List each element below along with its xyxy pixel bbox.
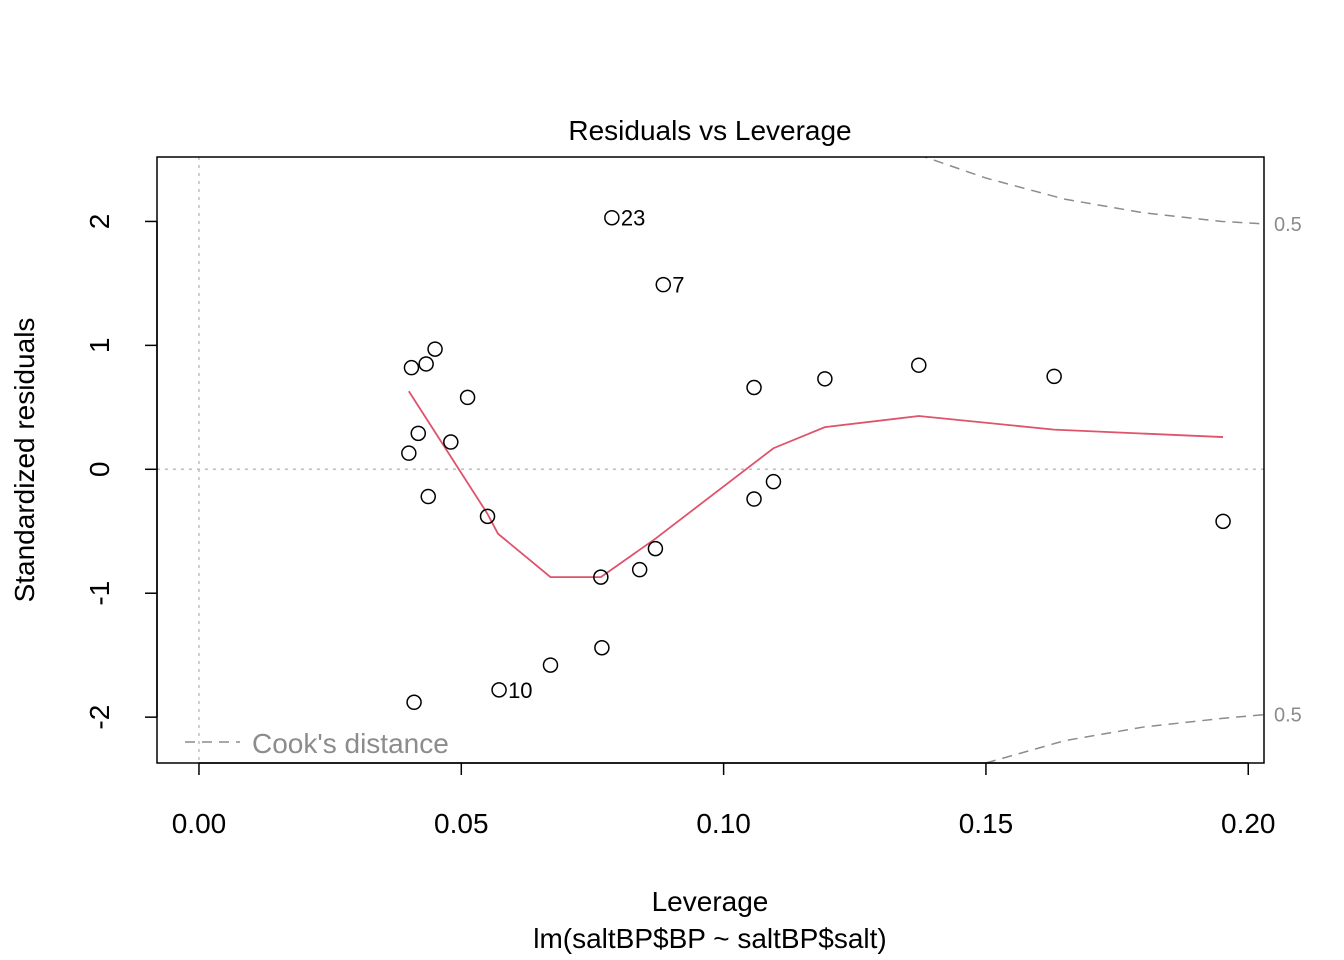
data-point-20 [746,491,762,507]
data-point-19 [746,379,762,396]
data-point-11 [491,682,507,698]
data-point-8 [443,434,459,450]
data-point-14 [594,639,610,656]
smooth-line [408,390,1224,579]
cooks-level-label-upper: 0.5 [1274,214,1302,236]
plot-content [157,157,1264,763]
plot-area: 10 23 7 0.5 0.5 [157,157,1302,763]
cooks-level-label-lower: 0.5 [1274,705,1302,727]
data-point-2 [403,359,420,376]
data-point-12 [542,657,559,673]
point-label-23: 23 [621,206,645,231]
data-point-25 [1215,513,1231,530]
y-axis: -2 -1 0 1 2 [84,214,158,730]
data-point-16 [631,561,648,578]
data-point-7 [427,341,443,357]
point-label-10: 10 [508,678,532,703]
point-label-7: 7 [672,273,684,298]
x-axis-label: Leverage [652,886,769,917]
legend-label: Cook's distance [252,728,449,759]
data-point-13 [593,569,609,585]
y-tick-label-3: 1 [84,338,115,354]
data-point-4 [410,425,427,442]
cooks-distance-upper-contour [922,157,1264,225]
y-tick-label-1: -1 [84,581,115,606]
data-point-5 [418,356,434,372]
data-point-1 [401,445,417,461]
data-point-24 [1046,368,1062,385]
x-tick-label-1: 0.05 [434,808,489,839]
data-point-15 [604,209,620,226]
data-point-18 [655,276,672,293]
chart-title: Residuals vs Leverage [568,115,851,146]
cooks-distance-lower-contour [985,713,1264,763]
model-subtitle: lm(saltBP$BP ~ saltBP$salt) [533,923,887,954]
data-point-17 [647,540,664,557]
legend: Cook's distance [185,728,449,759]
y-axis-label: Standardized residuals [9,318,40,603]
data-point-10 [479,508,496,525]
data-point-22 [817,371,833,387]
data-point-9 [459,389,476,406]
x-axis: 0.00 0.05 0.10 0.15 0.20 [172,762,1276,839]
y-tick-label-0: -2 [84,705,115,730]
data-point-6 [420,488,436,505]
x-tick-label-0: 0.00 [172,808,227,839]
x-tick-label-4: 0.20 [1221,808,1276,839]
x-tick-label-3: 0.15 [959,808,1014,839]
y-tick-label-4: 2 [84,214,115,230]
data-point-23 [911,357,927,373]
data-point-3 [406,694,422,711]
plot-frame [156,156,1265,764]
y-tick-label-2: 0 [84,462,115,478]
x-tick-label-2: 0.10 [696,808,751,839]
data-point-21 [765,473,782,490]
